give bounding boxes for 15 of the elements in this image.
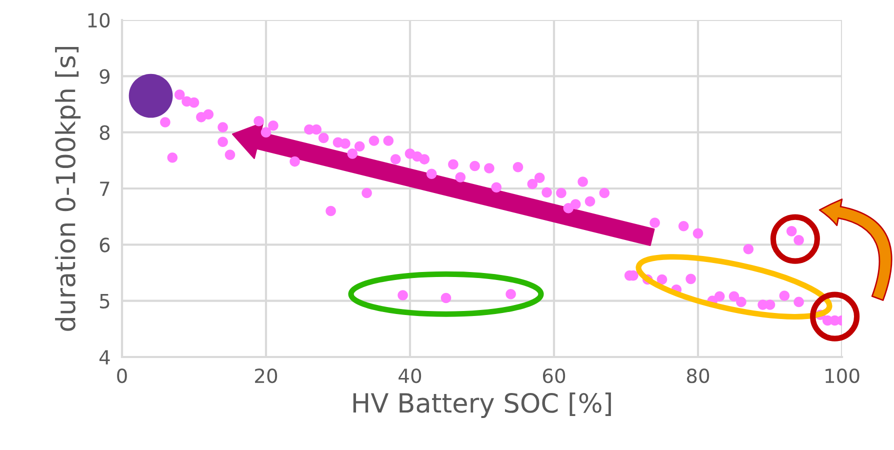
x-tick-label: 20 (255, 368, 278, 384)
y-tick-label: 4 (99, 350, 110, 364)
x-tick-label: 0 (117, 368, 127, 384)
y-tick-label: 10 (88, 12, 110, 28)
x-tick-label: 60 (542, 368, 566, 384)
y-tick-label: 8 (100, 125, 110, 140)
x-axis-title: HV Battery SOC [%] (353, 392, 611, 418)
y-tick-label: 5 (100, 294, 110, 308)
y-axis-title: duration 0-100kph [s] (55, 46, 81, 331)
y-tick-label: 6 (100, 238, 110, 252)
x-tick-label: 80 (686, 368, 710, 384)
x-tick-label: 100 (826, 368, 860, 384)
x-tick-label: 40 (398, 368, 422, 384)
y-tick-label: 7 (100, 182, 110, 196)
y-tick-label: 9 (100, 69, 110, 84)
